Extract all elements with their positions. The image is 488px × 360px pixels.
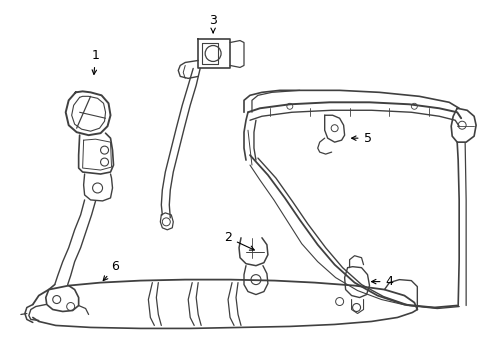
Text: 3: 3 [209,14,217,33]
Text: 2: 2 [224,231,254,250]
Text: 4: 4 [371,275,392,288]
Text: 1: 1 [91,49,100,75]
Text: 6: 6 [103,260,119,280]
Text: 5: 5 [351,132,371,145]
